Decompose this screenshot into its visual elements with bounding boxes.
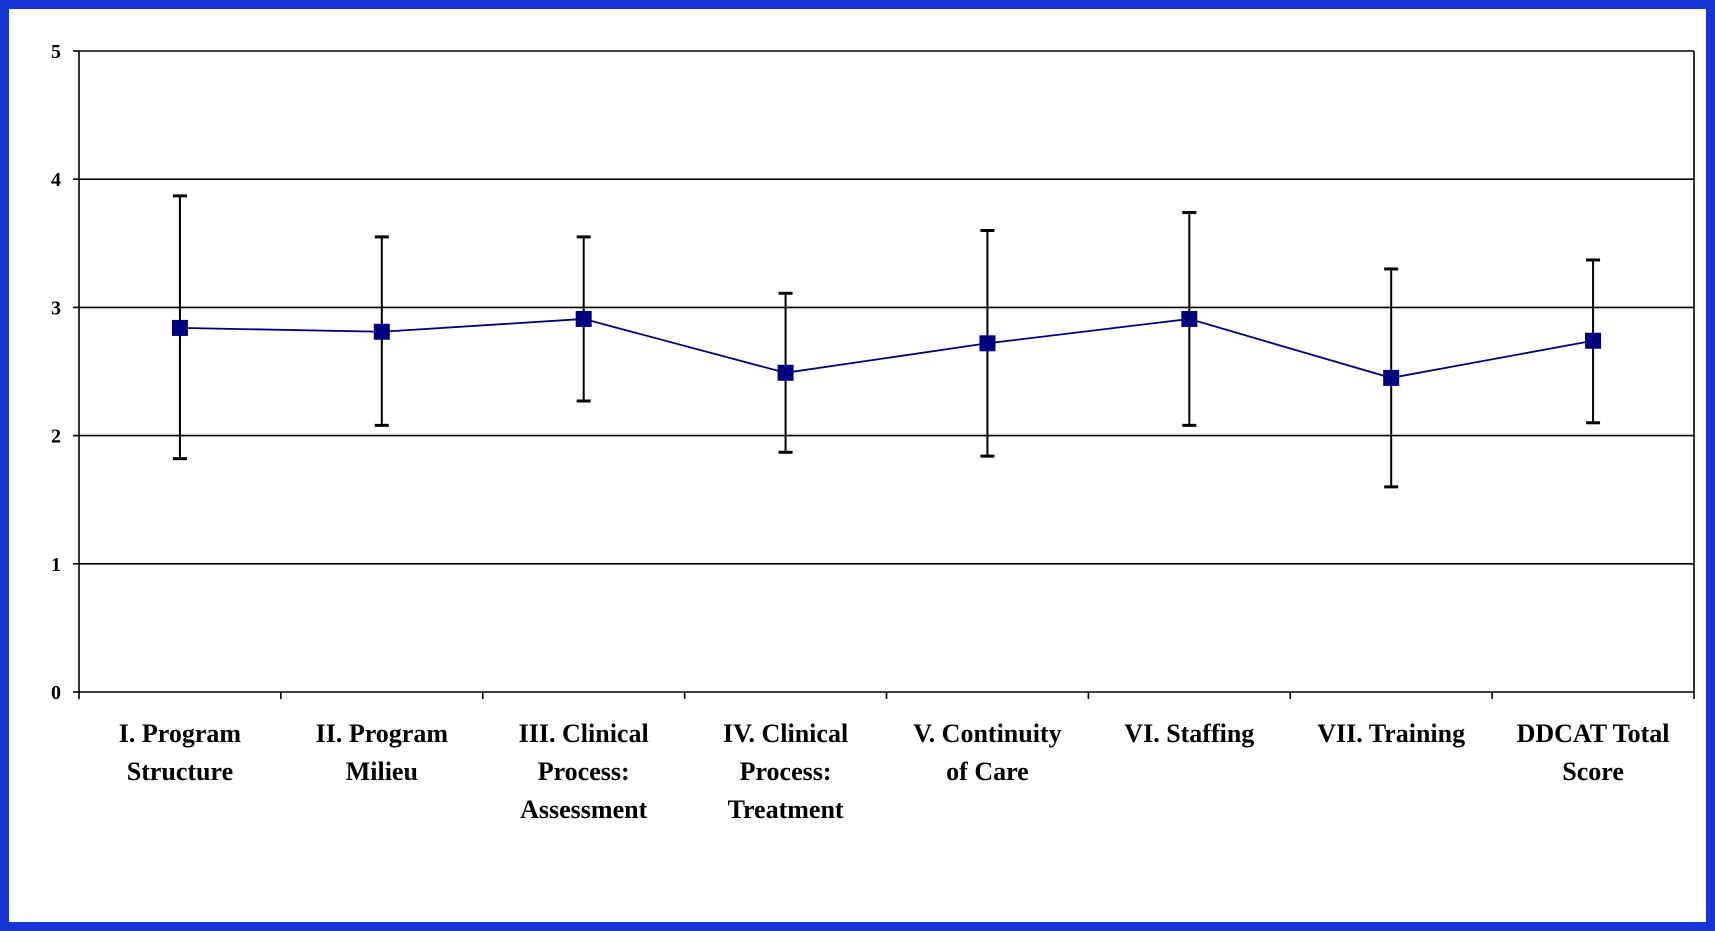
x-category-label-line: Assessment [520, 795, 647, 824]
y-tick-label: 0 [51, 682, 61, 704]
x-category-label-line: III. Clinical [519, 719, 649, 748]
x-category-label-line: VII. Training [1317, 719, 1465, 748]
x-category-label: V. Continuity of Care [913, 719, 1061, 786]
x-category-label-line: I. Program [119, 719, 242, 748]
x-category-label-line: V. Continuity [913, 719, 1061, 748]
data-point-square [1383, 369, 1400, 386]
x-category-label-line: Milieu [346, 757, 418, 786]
data-points [171, 310, 1602, 386]
x-category-label: VI. Staffing [1124, 719, 1254, 748]
x-category-label-line: II. Program [316, 719, 449, 748]
x-category-label-line: Treatment [728, 795, 844, 824]
x-category-label-line: Structure [127, 757, 233, 786]
x-category-labels: I. Program Structure II. Program Milieu III.… [119, 719, 1670, 824]
x-category-label-line: Process: [740, 757, 832, 786]
line-chart: 0 1 2 3 4 5 I. Program Structure II. Program Mil… [51, 41, 1695, 824]
data-point-square [777, 364, 794, 381]
x-category-label: I. Program Structure [119, 719, 242, 786]
y-tick-label: 4 [51, 169, 61, 191]
axes [73, 50, 1695, 699]
series-line [179, 318, 1594, 379]
x-category-label: VII. Training [1317, 719, 1465, 748]
data-point-square [373, 323, 390, 340]
x-category-label-line: IV. Clinical [723, 719, 848, 748]
data-point-square [1181, 310, 1198, 327]
data-point-square [171, 319, 188, 336]
y-tick-labels: 0 1 2 3 4 5 [51, 41, 61, 704]
y-tick-label: 5 [51, 41, 61, 63]
y-tick-label: 1 [51, 554, 61, 576]
data-point-square [575, 310, 592, 327]
x-category-label-line: Process: [538, 757, 630, 786]
gridlines [79, 50, 1694, 565]
x-category-label: DDCAT Total Score [1517, 719, 1670, 786]
y-tick-label: 3 [51, 297, 61, 319]
x-category-label-line: DDCAT Total [1517, 719, 1670, 748]
data-point-square [1585, 332, 1602, 349]
x-category-label-line: VI. Staffing [1124, 719, 1254, 748]
x-category-label: IV. Clinical Process: Treatment [723, 719, 848, 824]
y-tick-label: 2 [51, 426, 61, 448]
error-bars [172, 194, 1601, 489]
series-line [179, 318, 1594, 379]
x-category-label-line: Score [1562, 757, 1624, 786]
data-point-square [979, 335, 996, 352]
chart-frame: 0 1 2 3 4 5 I. Program Structure II. Program Mil… [9, 9, 1706, 922]
x-category-label: III. Clinical Process: Assessment [519, 719, 649, 824]
x-category-label: II. Program Milieu [316, 719, 449, 786]
x-category-label-line: of Care [946, 757, 1029, 786]
